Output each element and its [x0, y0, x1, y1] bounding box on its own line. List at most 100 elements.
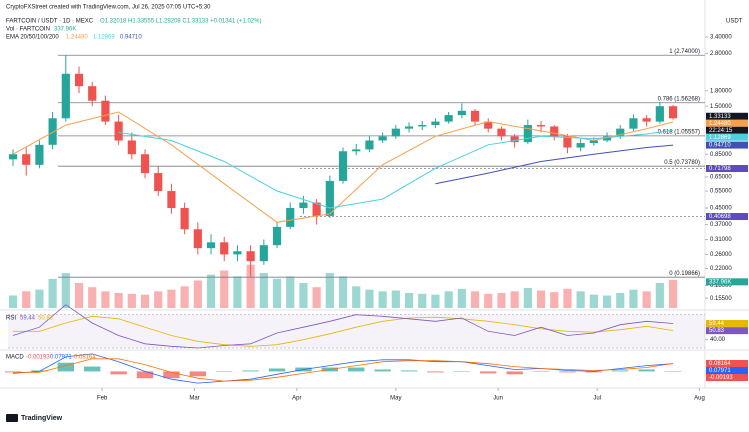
volume-bar — [655, 283, 664, 308]
macd-histogram-bar — [559, 371, 576, 373]
volume-bar — [497, 293, 506, 308]
y-tick-label: 0.15500 — [710, 296, 732, 302]
logo: TradingView — [21, 415, 63, 422]
candle-body — [457, 110, 466, 116]
macd-histogram-bar — [480, 371, 497, 374]
y-tick-label: 0.55000 — [710, 189, 732, 195]
ohlc-header: O1.32018 H1.33555 L1.29208 C1.33133 +0.0… — [100, 19, 261, 25]
candle-body — [444, 115, 453, 122]
candle-body — [629, 118, 638, 129]
candle-body — [272, 226, 282, 246]
volume-bar — [616, 293, 625, 308]
volume-bar — [484, 293, 493, 308]
volume-bar — [233, 276, 242, 308]
volume-bar — [550, 292, 559, 308]
volume-bar — [312, 287, 321, 308]
candle-body — [536, 125, 546, 127]
candle-body — [616, 128, 625, 137]
volume-bar — [114, 293, 123, 308]
volume-bar — [668, 279, 678, 308]
candle-body — [127, 140, 136, 155]
macd-histogram-bar — [163, 371, 180, 379]
rsi-line — [12, 304, 674, 349]
macd-histogram-bar — [57, 362, 75, 372]
x-tick-label: Jun — [493, 396, 503, 402]
volume-bar — [523, 288, 532, 308]
candle-body — [655, 106, 664, 122]
macd-histogram-bar — [216, 371, 233, 372]
volume-bar — [365, 289, 374, 308]
candle-body — [589, 140, 598, 144]
volume-bar — [444, 291, 453, 308]
volume-bar — [140, 294, 150, 308]
candle-body — [167, 191, 176, 209]
y-tick-label: 0.26000 — [710, 252, 732, 258]
price-label-box — [706, 278, 748, 286]
fib-label: 1 (2.74000) — [669, 49, 700, 55]
macd-header-value: 0.07971 — [50, 355, 72, 361]
x-tick-label: May — [390, 396, 401, 402]
ema-header-value: 0.94710 — [120, 35, 142, 41]
price-label-box — [706, 359, 748, 367]
candle-body — [61, 73, 70, 119]
candle-body — [550, 126, 559, 137]
y-tick-label: 0.22000 — [710, 266, 732, 272]
price-label-box — [706, 366, 748, 374]
volume-bar — [272, 278, 282, 308]
candle-body — [668, 106, 678, 119]
volume-bar — [180, 286, 189, 308]
price-label: 0.94710 — [709, 143, 731, 149]
y-tick-label: 1.80000 — [710, 88, 732, 94]
candle-body — [418, 125, 427, 127]
macd-histogram-bar — [348, 367, 365, 372]
candle-body — [484, 121, 493, 129]
volume-bar — [246, 264, 255, 308]
volume-bar — [8, 295, 18, 308]
price-label-box — [706, 133, 748, 141]
macd-histogram-bar — [136, 371, 154, 379]
price-label-box — [706, 213, 748, 221]
macd-signal-line — [13, 358, 674, 382]
candle-body — [154, 173, 163, 192]
price-label-box — [706, 112, 748, 120]
price-label-box — [706, 119, 748, 127]
price-label: 0.71798 — [709, 166, 731, 172]
volume-bar — [74, 283, 84, 308]
volume-bar — [193, 280, 202, 308]
y-tick-label: 40.00 — [710, 337, 726, 343]
volume-bar — [391, 290, 400, 308]
macd-histogram-bar — [612, 370, 629, 372]
volume-bar — [629, 289, 638, 308]
candle-body — [325, 180, 334, 216]
macd-histogram-bar — [84, 366, 101, 372]
volume-bar — [352, 286, 361, 308]
volume-bar — [220, 270, 229, 308]
fib-label: 0 (0.19866) — [669, 271, 700, 277]
volume-bar — [154, 291, 163, 308]
volume-bar — [602, 295, 612, 308]
candle-body — [602, 136, 612, 141]
y-tick-label: 0.37000 — [710, 222, 732, 228]
price-label-box — [706, 141, 748, 149]
macd-histogram-bar — [268, 368, 286, 372]
volume-bar — [589, 294, 598, 308]
price-label: 1.12869 — [709, 135, 731, 141]
candle-body — [338, 151, 348, 181]
ema-header-value: 1.12869 — [93, 35, 115, 41]
y-tick-label: 0.18000 — [710, 283, 732, 289]
macd-header-value: 0.08164 — [74, 355, 96, 361]
macd-histogram-bar — [4, 371, 22, 373]
volume-bar — [206, 274, 216, 308]
macd-histogram-bar — [585, 371, 603, 373]
candle-body — [352, 149, 361, 152]
macd-line — [12, 353, 674, 384]
candle-body — [220, 242, 229, 255]
candle-body — [391, 128, 400, 137]
candle-body — [523, 125, 532, 143]
volume-header-value: 337.96K — [54, 27, 76, 33]
candle-body — [206, 242, 216, 249]
y-tick-label: 0.31000 — [710, 237, 732, 243]
volume-bar — [563, 288, 572, 308]
volume-bar — [101, 291, 110, 308]
